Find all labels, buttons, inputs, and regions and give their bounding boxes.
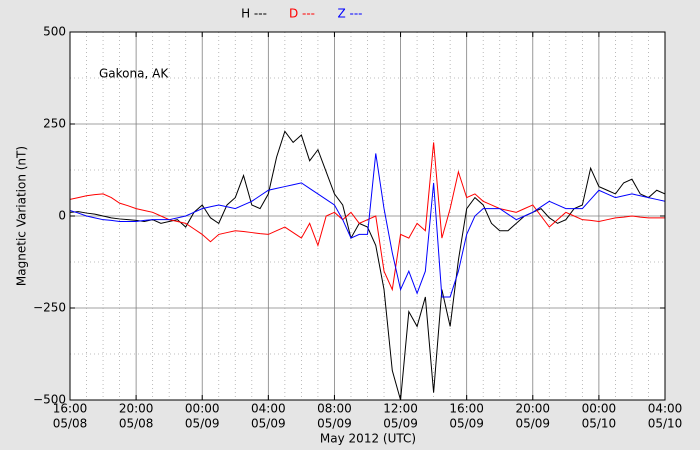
y-tick-label: 500 — [43, 25, 66, 39]
lines — [70, 130, 665, 400]
x-tick-label: 08:00 — [317, 402, 352, 416]
legend-entry: H --- — [241, 7, 267, 21]
x-tick-label: 05/09 — [449, 417, 484, 431]
x-tick-label: 05/09 — [185, 417, 220, 431]
x-tick-label: 05/09 — [515, 417, 550, 431]
y-tick-label: −500 — [33, 393, 66, 407]
x-tick-label: 20:00 — [515, 402, 550, 416]
y-tick-label: 0 — [58, 209, 66, 223]
y-tick-label: 250 — [43, 117, 66, 131]
x-tick-label: 05/08 — [119, 417, 154, 431]
x-tick-label: 00:00 — [582, 402, 617, 416]
annotation: Gakona, AK — [99, 67, 169, 81]
x-tick-label: 20:00 — [119, 402, 154, 416]
x-tick-label: 16:00 — [449, 402, 484, 416]
x-tick-label: 05/09 — [317, 417, 352, 431]
x-tick-label: 00:00 — [185, 402, 220, 416]
x-tick-label: 05/09 — [383, 417, 418, 431]
x-tick-label: 12:00 — [383, 402, 418, 416]
legend-entry: Z --- — [337, 7, 362, 21]
x-tick-label: 04:00 — [251, 402, 286, 416]
x-tick-label: 04:00 — [648, 402, 683, 416]
series-line — [70, 153, 665, 298]
x-axis-label: May 2012 (UTC) — [320, 432, 416, 446]
y-tick-label: −250 — [33, 301, 66, 315]
legend-entry: D --- — [289, 7, 315, 21]
x-tick-label: 05/10 — [582, 417, 617, 431]
x-tick-label: 05/09 — [251, 417, 286, 431]
x-tick-label: 05/08 — [53, 417, 88, 431]
x-tick-label: 05/10 — [648, 417, 683, 431]
x-tick-label: 16:00 — [53, 402, 88, 416]
series-line — [70, 130, 665, 400]
y-axis-label: Magnetic Variation (nT) — [15, 146, 29, 286]
